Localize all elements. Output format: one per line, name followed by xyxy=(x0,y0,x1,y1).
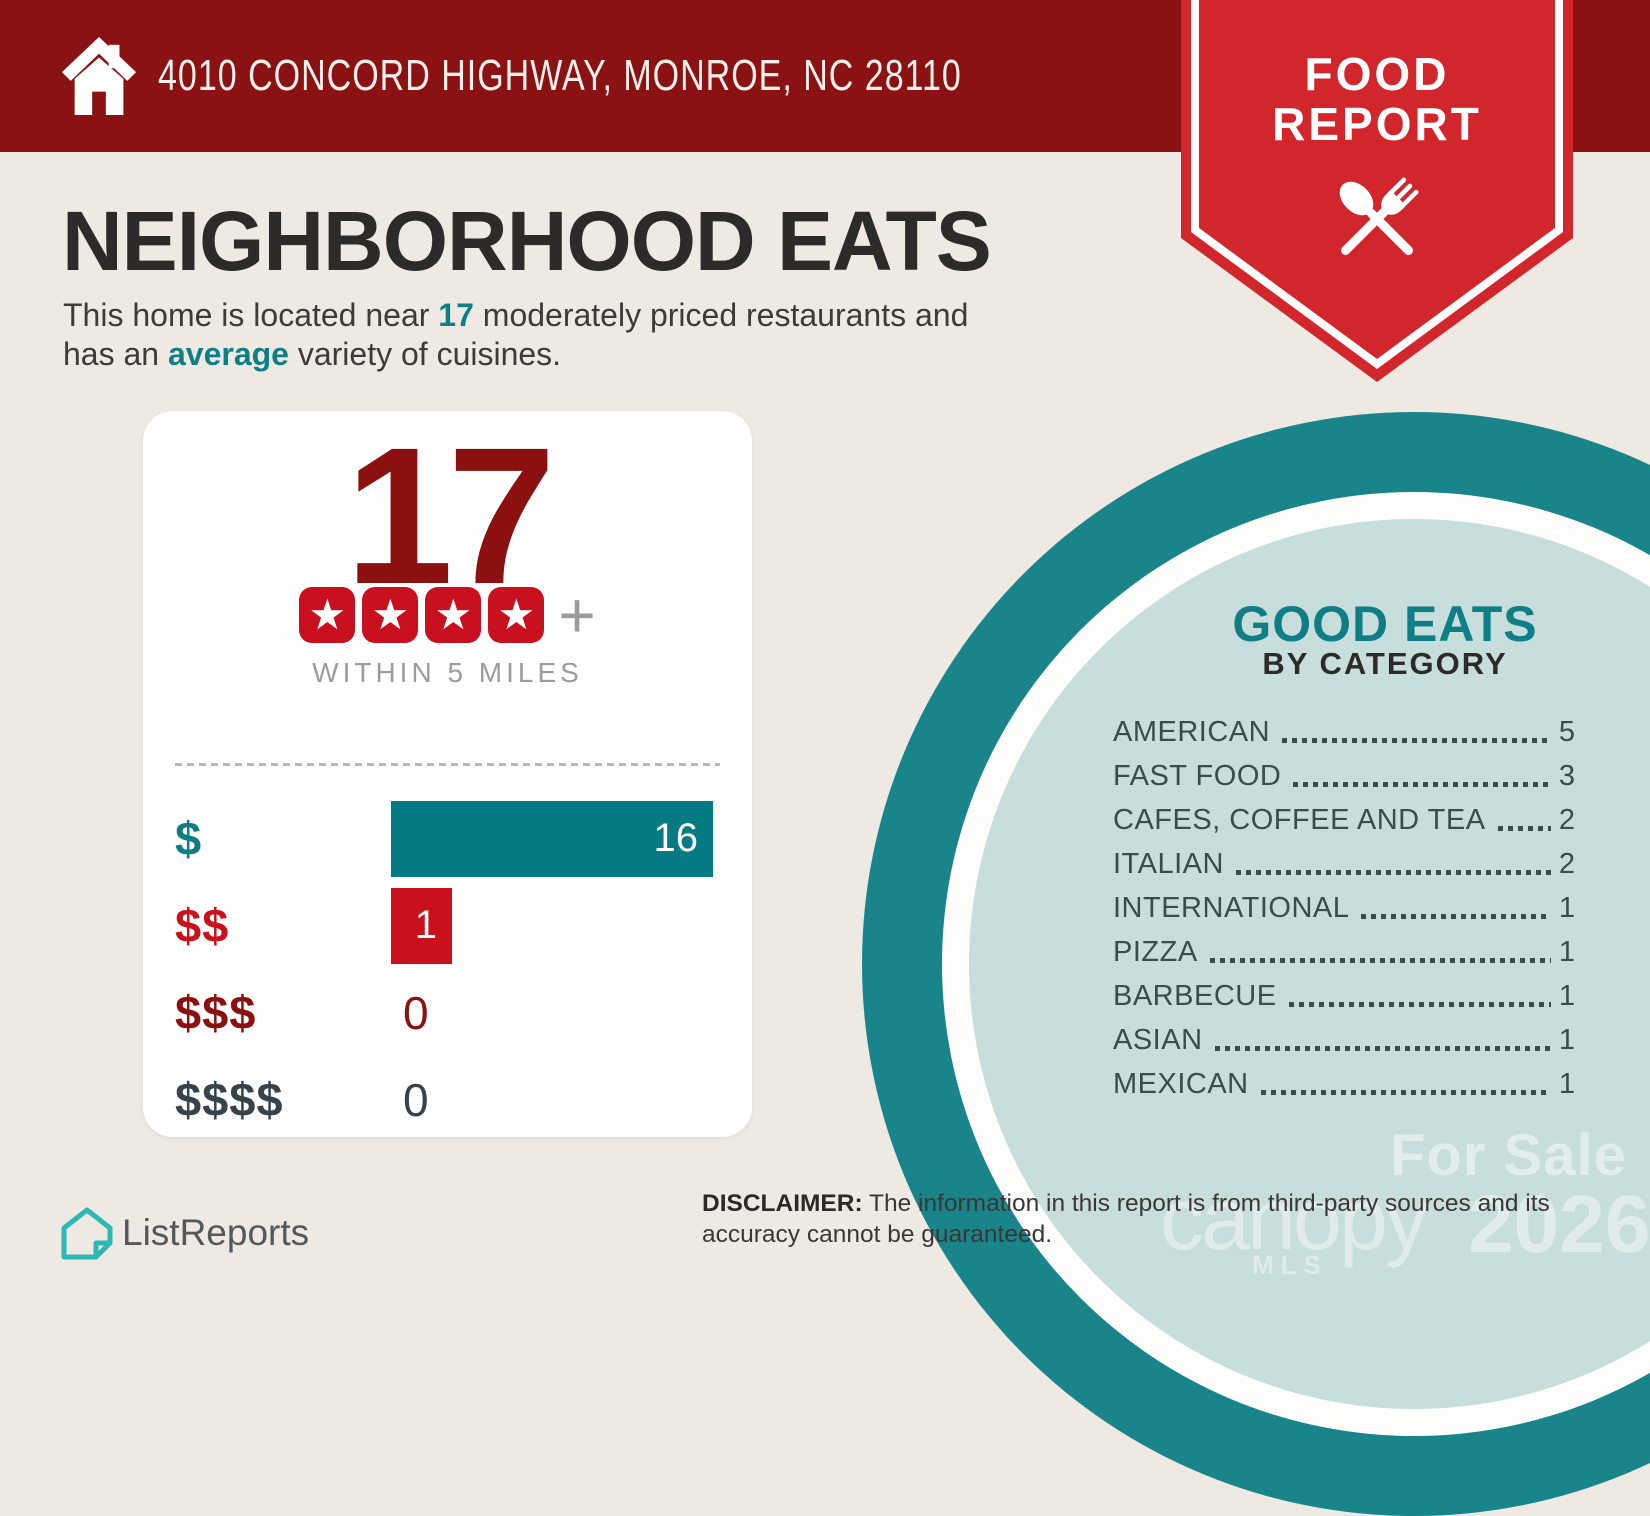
price-tier-label: $$ xyxy=(175,899,230,952)
food-report-ribbon: FOOD REPORT xyxy=(1181,0,1573,384)
rating-row: ★ ★ ★ ★ + xyxy=(143,579,752,651)
category-label: MEXICAN xyxy=(1113,1068,1249,1100)
dotted-leader xyxy=(1235,870,1551,875)
category-value: 5 xyxy=(1558,716,1575,748)
price-bar: 16 xyxy=(391,800,713,877)
category-value: 1 xyxy=(1558,936,1575,968)
intro-line1-post: moderately priced restaurants and xyxy=(473,297,969,333)
category-value: 2 xyxy=(1558,804,1575,836)
category-value: 1 xyxy=(1558,1068,1575,1100)
intro-highlight: average xyxy=(167,336,289,372)
restaurant-summary-card: 17 ★ ★ ★ ★ + WITHIN 5 MILES $16 $$ 1 $$$ 0 $$$$ 0 xyxy=(143,411,752,1137)
listreports-logo-icon xyxy=(61,1207,113,1260)
category-row: BARBECUE 1 xyxy=(1113,972,1575,1016)
star-icon: ★ xyxy=(299,587,356,643)
intro-line2-pre: has an xyxy=(63,336,168,372)
ribbon-title-line2: REPORT xyxy=(1272,98,1482,150)
price-row: $16 xyxy=(175,795,720,882)
star-rating: ★ ★ ★ ★ xyxy=(299,587,545,643)
plus-sign: + xyxy=(558,579,596,651)
dotted-leader xyxy=(1214,1046,1551,1051)
watermark-year: 2026 xyxy=(1468,1179,1650,1270)
restaurant-count: 17 xyxy=(345,407,556,625)
category-label: ASIAN xyxy=(1113,1024,1203,1056)
category-value: 1 xyxy=(1558,1024,1575,1056)
page-title: NEIGHBORHOOD EATS xyxy=(62,194,992,288)
dashed-divider xyxy=(175,763,720,766)
price-tier-chart: $16 $$ 1 $$$ 0 $$$$ 0 xyxy=(175,795,720,1143)
ribbon-title-line1: FOOD xyxy=(1304,48,1450,100)
category-row: PIZZA 1 xyxy=(1113,928,1575,972)
intro-count: 17 xyxy=(438,297,474,333)
price-zero-value: 0 xyxy=(403,1073,429,1126)
price-bar: 1 xyxy=(391,887,452,964)
category-list: AMERICAN 5 FAST FOOD 3 CAFES, COFFEE AND TEA… xyxy=(1113,708,1575,1104)
good-eats-title: GOOD EATS xyxy=(1232,596,1538,652)
category-row: MEXICAN 1 xyxy=(1113,1060,1575,1104)
disclaimer-body: The information in this report is from t… xyxy=(702,1190,1550,1248)
category-label: BARBECUE xyxy=(1113,980,1277,1012)
dotted-leader xyxy=(1209,958,1551,963)
category-value: 1 xyxy=(1558,892,1575,924)
disclaimer-label: DISCLAIMER: xyxy=(702,1190,863,1217)
price-tier-label: $ xyxy=(175,812,203,865)
good-eats-subtitle: BY CATEGORY xyxy=(1262,646,1508,681)
price-zero-value: 0 xyxy=(403,986,429,1039)
star-icon: ★ xyxy=(362,587,419,643)
category-label: CAFES, COFFEE AND TEA xyxy=(1113,804,1486,836)
ribbon-shape xyxy=(1181,0,1573,382)
category-value: 2 xyxy=(1558,848,1575,880)
watermark-mls: MLS xyxy=(1252,1250,1328,1280)
intro-line2-post: variety of cuisines. xyxy=(288,336,562,372)
property-address: 4010 CONCORD HIGHWAY, MONROE, NC 28110 xyxy=(158,51,962,100)
disclaimer-text: DISCLAIMER: The information in this repo… xyxy=(702,1188,1642,1250)
spoon-fork-icon xyxy=(1339,177,1419,255)
category-row: FAST FOOD 3 xyxy=(1113,752,1575,796)
price-row: $$ 1 xyxy=(175,882,720,969)
dotted-leader xyxy=(1288,1002,1551,1007)
intro-line1-pre: This home is located near xyxy=(63,297,439,333)
category-row: CAFES, COFFEE AND TEA 2 xyxy=(1113,796,1575,840)
watermark-canopy: canopy xyxy=(1160,1169,1429,1268)
category-label: FAST FOOD xyxy=(1113,760,1282,792)
category-label: ITALIAN xyxy=(1113,848,1224,880)
watermark-for-sale: For Sale xyxy=(1390,1123,1627,1188)
category-value: 1 xyxy=(1558,980,1575,1012)
category-row: AMERICAN 5 xyxy=(1113,708,1575,752)
home-icon xyxy=(61,37,137,115)
category-row: INTERNATIONAL 1 xyxy=(1113,884,1575,928)
price-row: $$$ 0 xyxy=(175,969,720,1056)
price-row: $$$$ 0 xyxy=(175,1056,720,1143)
star-icon: ★ xyxy=(488,587,545,643)
category-label: PIZZA xyxy=(1113,936,1198,968)
category-value: 3 xyxy=(1558,760,1575,792)
dotted-leader xyxy=(1361,914,1551,919)
star-icon: ★ xyxy=(425,587,482,643)
listreports-brand-name: ListReports xyxy=(122,1212,310,1253)
radius-label: WITHIN 5 MILES xyxy=(312,657,583,688)
intro-text: This home is located near 17 moderately … xyxy=(63,296,1123,374)
dotted-leader xyxy=(1260,1090,1551,1095)
price-tier-label: $$$ xyxy=(175,986,257,1039)
category-label: INTERNATIONAL xyxy=(1113,892,1350,924)
dotted-leader xyxy=(1282,738,1551,743)
category-label: AMERICAN xyxy=(1113,716,1271,748)
category-row: ITALIAN 2 xyxy=(1113,840,1575,884)
dotted-leader xyxy=(1497,826,1551,831)
good-eats-circle-fill xyxy=(969,519,1650,1409)
dotted-leader xyxy=(1293,782,1551,787)
category-row: ASIAN 1 xyxy=(1113,1016,1575,1060)
price-tier-label: $$$$ xyxy=(175,1073,284,1126)
